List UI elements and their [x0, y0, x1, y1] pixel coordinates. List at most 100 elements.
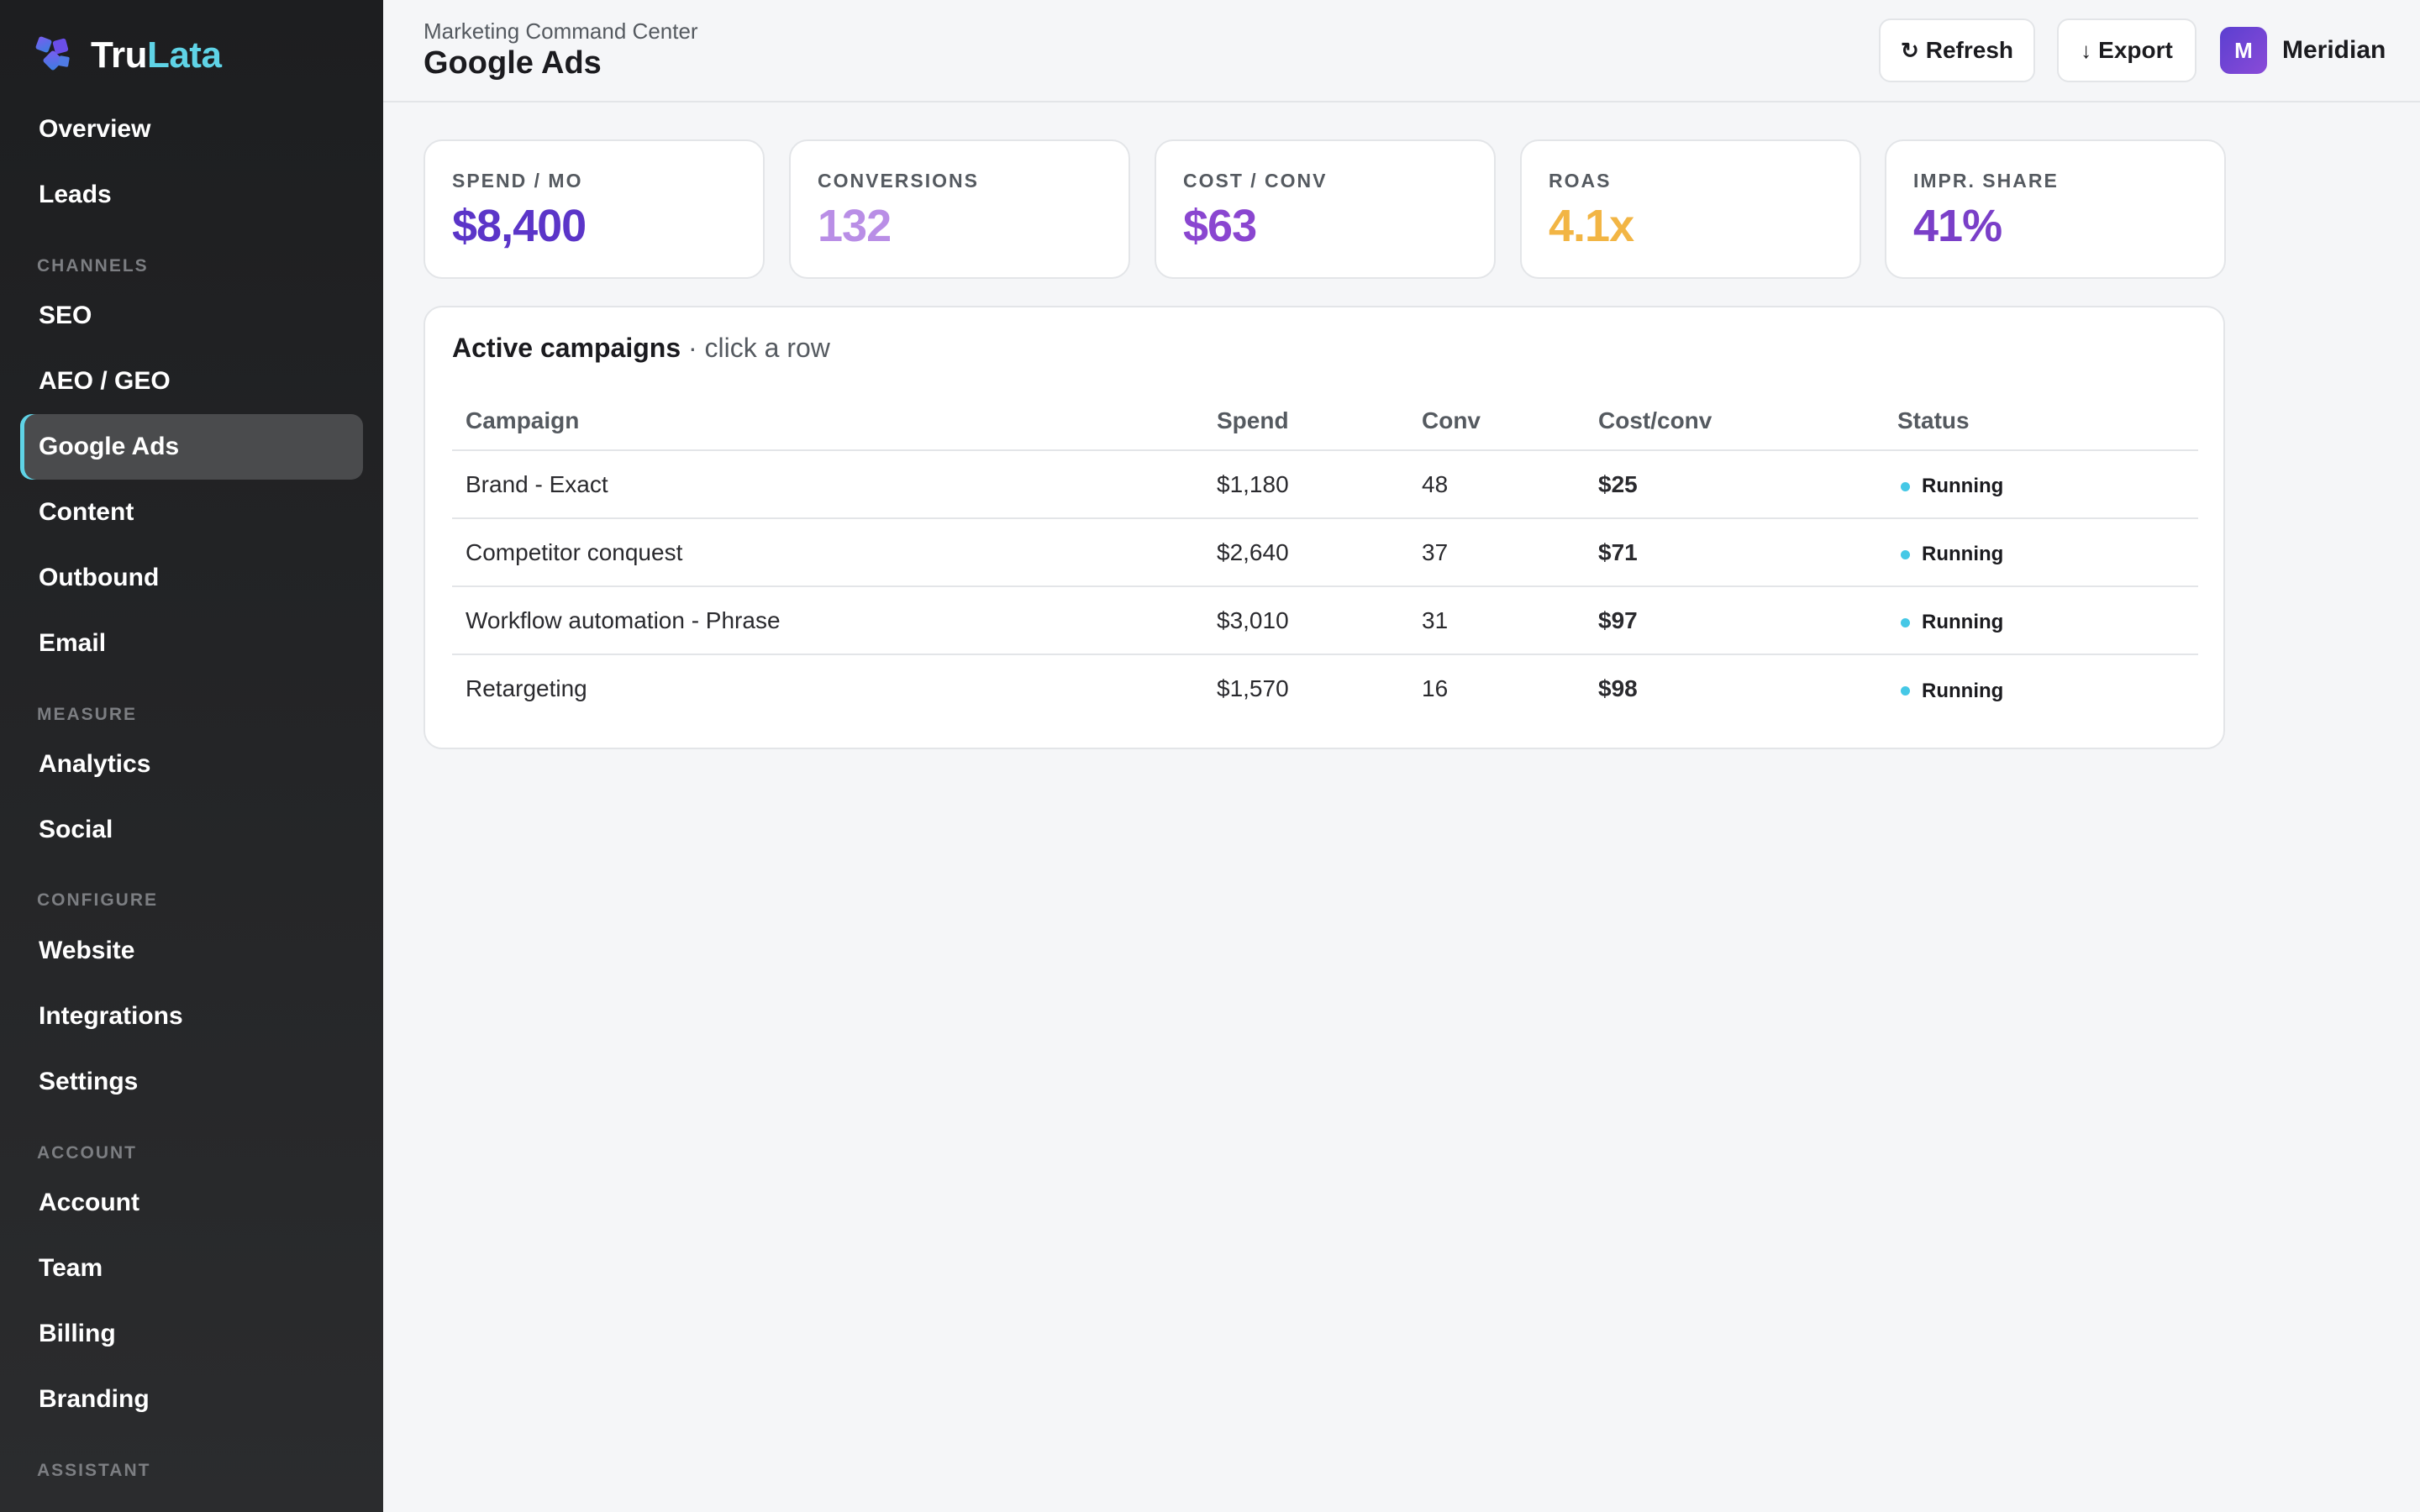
user-menu[interactable]: M Meridian: [2220, 27, 2386, 74]
status-dot-icon: [1901, 549, 1910, 559]
campaign-status: Running: [1884, 450, 2198, 519]
kpi-card-spend: SPEND / MO $8,400: [424, 139, 765, 279]
sidebar-item-leads[interactable]: Leads: [20, 162, 363, 228]
table-row[interactable]: Brand - Exact $1,180 48 $25 Running: [452, 450, 2198, 519]
table-row[interactable]: Competitor conquest $2,640 37 $71 Runnin…: [452, 518, 2198, 587]
campaign-spend: $1,180: [1203, 450, 1408, 519]
sidebar-item-billing[interactable]: Billing: [20, 1301, 363, 1367]
kpi-value: 132: [818, 201, 892, 251]
column-header-status[interactable]: Status: [1884, 391, 2198, 451]
campaign-conv: 31: [1408, 586, 1585, 655]
campaign-status: Running: [1884, 654, 2198, 722]
section-label-assistant: ASSISTANT: [37, 1461, 151, 1480]
status-badge: Running: [1897, 611, 2003, 634]
campaigns-card: Active campaigns · click a row Campaign …: [424, 306, 2225, 749]
sidebar-item-email[interactable]: Email: [20, 611, 363, 676]
sidebar-item-label: Outbound: [39, 564, 160, 591]
top-bar: Marketing Command Center Google Ads ↻ Re…: [383, 0, 2420, 102]
table-header-row: Campaign Spend Conv Cost/conv Status: [452, 391, 2198, 451]
sidebar-item-google-ads[interactable]: Google Ads: [20, 414, 363, 480]
campaign-spend: $3,010: [1203, 586, 1408, 655]
campaign-spend: $2,640: [1203, 518, 1408, 587]
sidebar-item-content[interactable]: Content: [20, 480, 363, 545]
sidebar-item-label: Team: [39, 1254, 103, 1282]
user-name: Meridian: [2282, 36, 2386, 64]
sidebar-item-label: Account: [39, 1189, 139, 1216]
sidebar-item-label: Overview: [39, 115, 151, 143]
sidebar-item-aeo-geo[interactable]: AEO / GEO: [20, 349, 363, 414]
sidebar-item-integrations[interactable]: Integrations: [20, 984, 363, 1049]
refresh-icon: ↻: [1900, 37, 1919, 63]
export-label: Export: [2098, 37, 2173, 63]
column-header-campaign[interactable]: Campaign: [452, 391, 1203, 451]
sidebar-item-branding[interactable]: Branding: [20, 1367, 363, 1432]
campaigns-hint: · click a row: [688, 333, 830, 363]
status-badge: Running: [1897, 475, 2003, 498]
sidebar-item-label: Email: [39, 629, 107, 657]
sidebar-item-label: Branding: [39, 1385, 150, 1413]
column-header-spend[interactable]: Spend: [1203, 391, 1408, 451]
campaign-cost-per-conv: $25: [1585, 450, 1884, 519]
campaign-name: Competitor conquest: [452, 518, 1203, 587]
sidebar-item-overview[interactable]: Overview: [20, 97, 363, 162]
status-label: Running: [1922, 679, 2004, 702]
column-header-conv[interactable]: Conv: [1408, 391, 1585, 451]
campaign-name: Workflow automation - Phrase: [452, 586, 1203, 655]
avatar: M: [2220, 27, 2267, 74]
brand[interactable]: TruLata: [34, 30, 222, 81]
page-title: Google Ads: [424, 45, 602, 81]
campaign-status: Running: [1884, 586, 2198, 655]
kpi-value: $63: [1183, 201, 1257, 251]
arrow-down-icon: ↓: [2081, 37, 2092, 63]
sidebar-item-analytics[interactable]: Analytics: [20, 732, 363, 797]
campaigns-title: Active campaigns: [452, 333, 681, 363]
section-label-configure: CONFIGURE: [37, 890, 158, 910]
table-row[interactable]: Retargeting $1,570 16 $98 Running: [452, 654, 2198, 722]
sidebar-item-settings[interactable]: Settings: [20, 1049, 363, 1115]
column-header-cost-per-conv[interactable]: Cost/conv: [1585, 391, 1884, 451]
campaign-cost-per-conv: $71: [1585, 518, 1884, 587]
refresh-button[interactable]: ↻ Refresh: [1879, 18, 2035, 82]
sidebar-item-label: Website: [39, 937, 135, 964]
brand-name: TruLata: [91, 34, 222, 76]
campaign-status: Running: [1884, 518, 2198, 587]
sidebar: TruLata Overview Leads CHANNELS SEO AEO …: [0, 0, 383, 1512]
campaign-cost-per-conv: $98: [1598, 675, 1638, 701]
status-label: Running: [1922, 611, 2004, 634]
sidebar-item-label: Integrations: [39, 1002, 183, 1030]
campaign-name: Retargeting: [466, 675, 587, 701]
kpi-label: COST / CONV: [1183, 170, 1328, 192]
sidebar-item-social[interactable]: Social: [20, 797, 363, 863]
sidebar-item-seo[interactable]: SEO: [20, 283, 363, 349]
kpi-label: CONVERSIONS: [818, 170, 979, 192]
campaign-cost-per-conv: $97: [1585, 586, 1884, 655]
kpi-card-conversions: CONVERSIONS 132: [789, 139, 1130, 279]
kpi-value: $8,400: [452, 201, 587, 251]
campaigns-heading: Active campaigns · click a row: [452, 333, 830, 364]
page-subtitle: Marketing Command Center: [424, 18, 698, 44]
export-button[interactable]: ↓ Export: [2057, 18, 2196, 82]
sidebar-item-account[interactable]: Account: [20, 1170, 363, 1236]
kpi-label: SPEND / MO: [452, 170, 583, 192]
sidebar-item-outbound[interactable]: Outbound: [20, 545, 363, 611]
table-row[interactable]: Workflow automation - Phrase $3,010 31 $…: [452, 586, 2198, 655]
sidebar-item-label: Leads: [39, 181, 112, 208]
kpi-value: 4.1x: [1549, 201, 1634, 251]
sidebar-item-label: Social: [39, 816, 113, 843]
sidebar-item-label: AEO / GEO: [39, 367, 171, 395]
campaign-spend: $1,570: [1217, 675, 1289, 701]
sidebar-item-label: Analytics: [39, 750, 151, 778]
status-badge: Running: [1897, 543, 2003, 566]
sidebar-item-website[interactable]: Website: [20, 918, 363, 984]
sidebar-item-label: Billing: [39, 1320, 116, 1347]
kpi-label: IMPR. SHARE: [1913, 170, 2059, 192]
campaign-conv: 48: [1408, 450, 1585, 519]
campaign-conv: 16: [1422, 675, 1449, 701]
sidebar-item-team[interactable]: Team: [20, 1236, 363, 1301]
status-dot-icon: [1901, 617, 1910, 627]
kpi-card-cost-per-conv: COST / CONV $63: [1155, 139, 1496, 279]
trulata-logo-icon: [35, 36, 70, 71]
status-label: Running: [1922, 543, 2004, 566]
kpi-card-impression-share: IMPR. SHARE 41%: [1885, 139, 2226, 279]
kpi-value: 41%: [1913, 201, 2002, 251]
